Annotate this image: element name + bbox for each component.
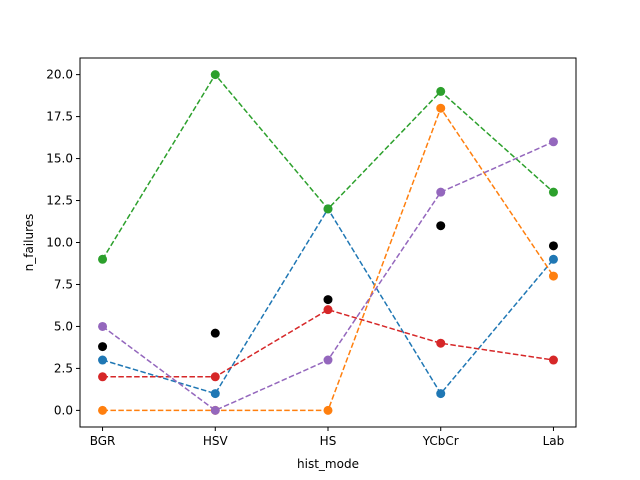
data-point xyxy=(98,342,108,352)
data-point xyxy=(323,305,333,315)
data-point xyxy=(548,271,558,281)
series-3 xyxy=(98,70,558,264)
data-point xyxy=(210,405,220,415)
data-point xyxy=(210,389,220,399)
x-tick-label: HS xyxy=(320,434,337,448)
y-tick-label: 20.0 xyxy=(46,68,73,82)
y-tick-label: 10.0 xyxy=(46,236,73,250)
y-tick-label: 12.5 xyxy=(46,194,73,208)
y-tick-label: 2.5 xyxy=(54,361,73,375)
data-point xyxy=(210,372,220,382)
series-layer xyxy=(98,70,558,415)
y-axis-label: n_failures xyxy=(22,214,36,272)
y-axis: 0.0 2.5 5.0 7.5 10.0 12.5 15.0 17.5 20.0 xyxy=(46,68,80,417)
y-tick-label: 7.5 xyxy=(54,277,73,291)
x-tick-label: YCbCr xyxy=(422,434,459,448)
data-point xyxy=(548,187,558,197)
data-point xyxy=(548,241,558,251)
data-point xyxy=(98,405,108,415)
y-tick-label: 5.0 xyxy=(54,319,73,333)
plot-area xyxy=(79,57,577,428)
data-point xyxy=(548,137,558,147)
data-point xyxy=(548,254,558,264)
data-point xyxy=(98,372,108,382)
data-point xyxy=(323,204,333,214)
data-point xyxy=(436,338,446,348)
data-point xyxy=(98,254,108,264)
data-point xyxy=(436,187,446,197)
series-6 xyxy=(98,221,558,352)
data-point xyxy=(436,221,446,231)
y-tick-label: 15.0 xyxy=(46,152,73,166)
y-tick-label: 17.5 xyxy=(46,110,73,124)
data-point xyxy=(436,86,446,96)
y-tick-label: 0.0 xyxy=(54,403,73,417)
data-point xyxy=(548,355,558,365)
series-4 xyxy=(98,305,558,382)
series-5 xyxy=(98,137,558,415)
data-point xyxy=(98,355,108,365)
x-tick-label: HSV xyxy=(203,434,229,448)
data-point xyxy=(98,321,108,331)
data-point xyxy=(436,389,446,399)
x-axis-label: hist_mode xyxy=(297,457,359,471)
data-point xyxy=(323,405,333,415)
data-point xyxy=(323,295,333,305)
series-line xyxy=(102,308,554,378)
data-point xyxy=(210,328,220,338)
data-point xyxy=(210,70,220,80)
x-axis: BGR HSV HS YCbCr Lab xyxy=(90,427,565,448)
data-point xyxy=(436,103,446,113)
x-tick-label: Lab xyxy=(543,434,565,448)
x-tick-label: BGR xyxy=(90,434,116,448)
data-point xyxy=(323,355,333,365)
